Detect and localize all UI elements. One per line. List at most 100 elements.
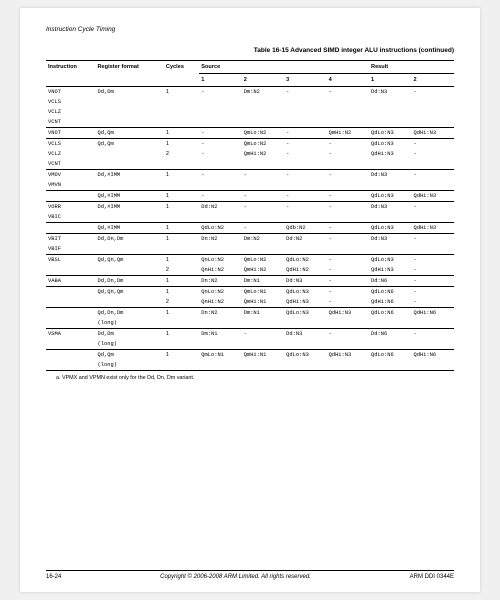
- cell-r2: -: [411, 255, 454, 266]
- cell-s4: -: [327, 87, 369, 98]
- cell-cyc: [164, 117, 199, 128]
- cell-s2: QmHi:N2: [242, 149, 284, 159]
- table-row: VCLSQd,Qm1-QmLo:N2--QdLo:N3-: [46, 139, 454, 150]
- cell-s4: QdHi:N3: [327, 350, 369, 361]
- cell-cyc: 1: [164, 234, 199, 245]
- cell-r1: Dd:N3: [369, 170, 411, 181]
- cell-s3: -: [284, 128, 326, 139]
- cell-s3: QdLo:N3: [284, 350, 326, 361]
- col-source-3: 3: [284, 74, 326, 87]
- table-row: Qd,Qm1QmLo:N1QmHi:N1QdLo:N3QdHi:N3QdLo:N…: [46, 350, 454, 361]
- cell-s4: [327, 212, 369, 223]
- cell-r2: [411, 180, 454, 191]
- cell-cyc: 1: [164, 329, 199, 340]
- cell-r1: [369, 159, 411, 170]
- cell-instr: VCLS: [46, 97, 96, 107]
- cell-s1: -: [199, 139, 241, 150]
- cell-s3: [284, 212, 326, 223]
- cell-s3: [284, 339, 326, 350]
- cell-reg: (long): [96, 339, 164, 350]
- cell-s4: -: [327, 234, 369, 245]
- cell-instr: VABA: [46, 276, 96, 287]
- cell-reg: Qd,Qm: [96, 128, 164, 139]
- cell-cyc: 2: [164, 265, 199, 276]
- cell-s3: Dd:N3: [284, 276, 326, 287]
- cell-cyc: [164, 360, 199, 371]
- cell-r1: QdHi:N3: [369, 149, 411, 159]
- footer-page-number: 16-24: [46, 574, 61, 580]
- cell-cyc: 1: [164, 128, 199, 139]
- cell-s2: [242, 339, 284, 350]
- cell-r2: [411, 159, 454, 170]
- cell-reg: Dd,Dn,Dm: [96, 276, 164, 287]
- cell-s1: QmLo:N1: [199, 350, 241, 361]
- table-row: 2QnHi:N2QmHi:N1QdHi:N3-QdHi:N6-: [46, 297, 454, 308]
- cell-r1: QdLo:N3: [369, 223, 411, 234]
- cell-r2: -: [411, 149, 454, 159]
- cell-s3: QdLo:N3: [284, 308, 326, 319]
- cell-s1: [199, 318, 241, 329]
- cell-r2: [411, 244, 454, 255]
- cell-r2: QdHi:N3: [411, 223, 454, 234]
- cell-cyc: [164, 97, 199, 107]
- cell-s2: [242, 159, 284, 170]
- cell-r1: QdLo:N3: [369, 139, 411, 150]
- cell-s1: [199, 212, 241, 223]
- cell-r2: [411, 107, 454, 117]
- cell-s1: -: [199, 128, 241, 139]
- table-row: VCNT: [46, 117, 454, 128]
- cell-r2: [411, 318, 454, 329]
- cell-s4: [327, 180, 369, 191]
- table-row: VNOTQd,Qm1-QmLo:N2-QmHi:N2QdLo:N3QdHi:N3: [46, 128, 454, 139]
- cell-s3: QdLo:N2: [284, 255, 326, 266]
- cell-s1: Dn:N2: [199, 276, 241, 287]
- cell-s4: -: [327, 329, 369, 340]
- cell-s3: -: [284, 202, 326, 213]
- col-result: Result: [369, 61, 454, 74]
- table-row: VMOVDd,#IMM1----Dd:N3-: [46, 170, 454, 181]
- table-row: VORRDd,#IMM1Dd:N2---Dd:N3-: [46, 202, 454, 213]
- cell-r2: [411, 97, 454, 107]
- cell-instr: VNOT: [46, 87, 96, 98]
- cell-r1: QdLo:N6: [369, 287, 411, 298]
- table-row: VBIC: [46, 212, 454, 223]
- cell-s1: -: [199, 87, 241, 98]
- cell-instr: [46, 308, 96, 319]
- cell-instr: VORR: [46, 202, 96, 213]
- cell-s3: -: [284, 139, 326, 150]
- cell-r2: QdHi:N6: [411, 308, 454, 319]
- cell-instr: VSMA: [46, 329, 96, 340]
- cell-s1: [199, 117, 241, 128]
- cell-cyc: [164, 339, 199, 350]
- table-footnote: a. VPMX and VPMN exist only for the Dd, …: [46, 375, 454, 381]
- table-caption: Table 16-15 Advanced SIMD integer ALU in…: [46, 47, 454, 54]
- col-source-1: 1: [199, 74, 241, 87]
- cell-s4: -: [327, 149, 369, 159]
- cell-r1: QdHi:N3: [369, 265, 411, 276]
- cell-cyc: 1: [164, 139, 199, 150]
- cell-r2: -: [411, 265, 454, 276]
- cell-instr: [46, 339, 96, 350]
- cell-s1: -: [199, 170, 241, 181]
- cell-s3: [284, 180, 326, 191]
- cell-cyc: [164, 244, 199, 255]
- cell-reg: Qd,#IMM: [96, 191, 164, 202]
- cell-instr: VCLZ: [46, 149, 96, 159]
- cell-s4: QmHi:N2: [327, 128, 369, 139]
- cell-s2: QmLo:N2: [242, 128, 284, 139]
- cell-reg: Qd,Qm: [96, 350, 164, 361]
- cell-s4: -: [327, 265, 369, 276]
- cell-instr: VCNT: [46, 159, 96, 170]
- cell-s4: [327, 318, 369, 329]
- cell-s2: QmHi:N2: [242, 265, 284, 276]
- cell-r1: QdLo:N6: [369, 308, 411, 319]
- cell-s4: [327, 360, 369, 371]
- cell-s2: QmHi:N1: [242, 297, 284, 308]
- cell-s1: [199, 107, 241, 117]
- table-row: VBITDd,Dn,Dm1Dn:N2Dm:N2Dd:N2-Dd:N3-: [46, 234, 454, 245]
- cell-r2: [411, 212, 454, 223]
- col-result-1: 1: [369, 74, 411, 87]
- cell-r1: [369, 97, 411, 107]
- cell-r1: QdLo:N6: [369, 350, 411, 361]
- cell-r1: [369, 117, 411, 128]
